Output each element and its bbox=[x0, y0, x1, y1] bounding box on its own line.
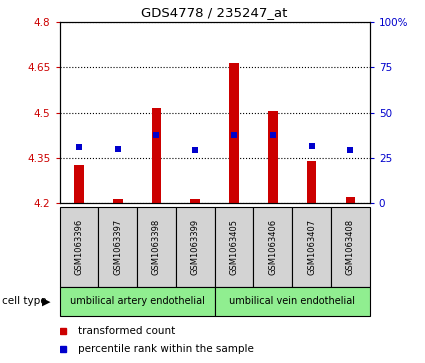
Bar bbox=[113, 199, 122, 203]
Text: GSM1063396: GSM1063396 bbox=[74, 219, 83, 275]
Text: ▶: ▶ bbox=[42, 296, 50, 306]
Bar bbox=[152, 108, 162, 203]
Bar bbox=[176, 207, 215, 287]
Bar bbox=[137, 207, 176, 287]
Bar bbox=[346, 197, 355, 203]
Text: umbilical artery endothelial: umbilical artery endothelial bbox=[70, 296, 204, 306]
Text: transformed count: transformed count bbox=[78, 326, 176, 336]
Text: GSM1063406: GSM1063406 bbox=[268, 219, 277, 275]
Bar bbox=[60, 207, 98, 287]
Bar bbox=[331, 207, 370, 287]
Text: umbilical vein endothelial: umbilical vein endothelial bbox=[229, 296, 355, 306]
Bar bbox=[190, 199, 200, 203]
Text: GSM1063407: GSM1063407 bbox=[307, 219, 316, 275]
Bar bbox=[292, 207, 331, 287]
Text: GSM1063399: GSM1063399 bbox=[191, 219, 200, 275]
Bar bbox=[253, 207, 292, 287]
Bar bbox=[229, 63, 239, 203]
Bar bbox=[215, 207, 253, 287]
Text: GSM1063397: GSM1063397 bbox=[113, 219, 122, 275]
Text: GSM1063398: GSM1063398 bbox=[152, 219, 161, 275]
Bar bbox=[307, 161, 317, 203]
Text: percentile rank within the sample: percentile rank within the sample bbox=[78, 344, 254, 354]
Text: cell type: cell type bbox=[2, 296, 47, 306]
Bar bbox=[98, 207, 137, 287]
Text: GSM1063405: GSM1063405 bbox=[230, 219, 238, 275]
Bar bbox=[60, 287, 215, 316]
Bar bbox=[215, 287, 370, 316]
Bar bbox=[74, 166, 84, 203]
Text: GSM1063408: GSM1063408 bbox=[346, 219, 355, 275]
Title: GDS4778 / 235247_at: GDS4778 / 235247_at bbox=[142, 6, 288, 19]
Bar bbox=[268, 111, 278, 203]
